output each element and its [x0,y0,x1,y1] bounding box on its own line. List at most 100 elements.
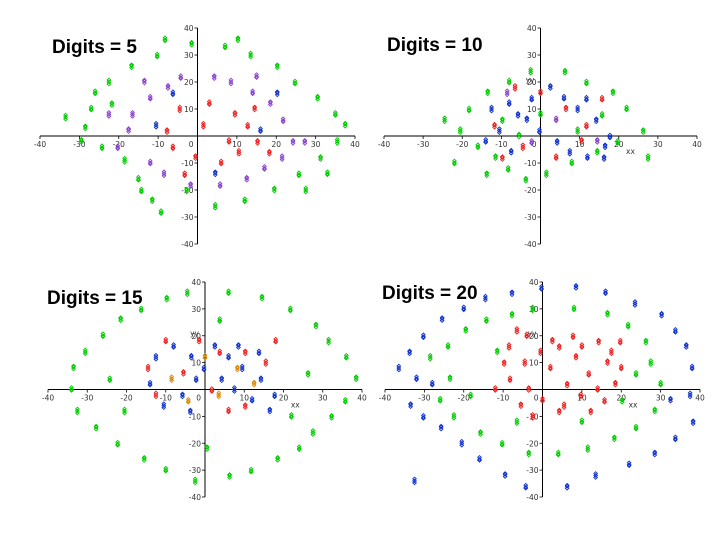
x-tick-label: 30 [311,140,321,149]
data-point [573,352,579,358]
data-point [249,395,255,401]
data-point [71,366,76,372]
data-point [633,371,639,377]
data-point [136,174,141,180]
data-point [165,82,171,88]
x-tick-label: 30 [656,394,666,403]
y-tick-label: 20 [184,78,194,87]
x-tick-label: -20 [456,140,468,149]
data-point [109,100,115,106]
data-point [539,285,544,291]
data-point [570,334,576,340]
data-point [141,457,147,463]
data-point [180,391,185,397]
data-point [601,157,607,163]
data-point [420,332,426,338]
data-point [118,315,124,321]
data-point [216,394,222,400]
data-point [575,106,581,112]
data-point [569,158,575,164]
data-point [524,331,530,337]
data-point [524,115,530,121]
x-tick-label: -30 [81,394,93,403]
origin-tick-label: 0 [532,140,537,149]
data-point [512,84,518,90]
data-point [564,383,570,389]
data-point [595,385,601,390]
data-point [181,368,186,374]
data-point [547,363,553,369]
data-point [263,362,269,368]
data-point [326,338,332,344]
data-point [315,93,321,99]
data-point [163,467,169,473]
data-point [563,104,569,110]
data-point [185,396,191,402]
data-point [538,111,543,117]
data-point [506,77,512,83]
data-point [302,140,308,146]
data-point [209,388,215,393]
data-point [530,413,536,419]
data-point [153,124,159,130]
data-point [563,107,569,113]
data-point [217,316,223,322]
data-point [296,170,302,176]
data-point [115,439,121,445]
data-point [169,378,175,384]
data-point [248,466,254,472]
data-point [147,95,153,101]
y-tick-label: -20 [524,186,536,195]
data-point [141,80,147,86]
data-point [292,78,298,84]
data-point [193,156,198,162]
data-point [236,149,242,155]
x-tick-label: 30 [318,394,328,403]
data-point [645,155,651,161]
data-point [484,173,490,179]
data-point [248,52,254,58]
data-point [122,408,127,414]
data-point [184,189,190,195]
data-point [149,199,155,205]
data-point [499,154,505,160]
data-point [538,351,543,357]
data-point [63,116,68,122]
data-point [618,363,624,369]
y-axis-label: yy [528,329,537,338]
data-point [520,146,526,152]
data-point [594,147,600,153]
y-tick-label: -40 [181,240,193,249]
data-point [683,342,689,347]
data-point [509,313,515,319]
data-point [99,145,105,151]
data-point [478,432,483,437]
data-point [506,344,512,349]
data-point [499,441,505,447]
data-point [202,354,208,360]
data-point [92,90,98,96]
data-point [626,460,632,466]
data-point [564,380,570,386]
data-point [501,359,507,365]
panel-title: Digits = 15 [47,288,143,309]
x-tick-label: 20 [271,140,281,149]
x-tick-label: -40 [378,140,390,149]
data-point [262,165,267,171]
data-point [466,105,472,111]
data-point [235,345,241,350]
data-point [250,88,256,94]
data-point [310,430,316,435]
data-point [687,392,693,398]
data-point [217,350,223,356]
data-point [122,159,128,165]
data-point [242,196,248,202]
data-point [106,79,112,85]
data-point [180,394,185,400]
data-point [222,44,228,50]
data-point [209,386,215,391]
data-point [82,351,88,357]
data-point [447,374,453,380]
data-point [256,350,262,356]
data-point [493,156,498,162]
